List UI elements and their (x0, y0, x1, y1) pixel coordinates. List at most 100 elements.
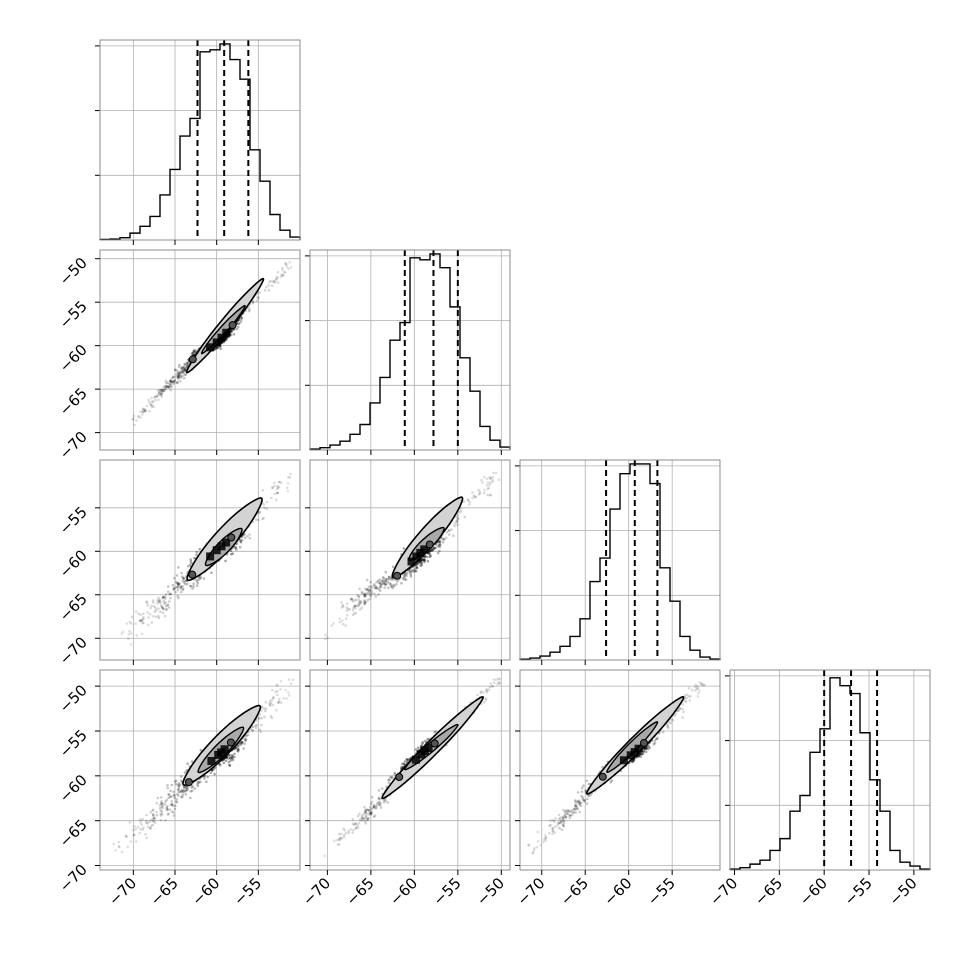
sample-point (240, 538, 244, 542)
sample-point (182, 790, 185, 793)
sample-point (166, 381, 169, 385)
sample-point (479, 690, 483, 693)
sample-point (161, 806, 164, 810)
sample-point (172, 375, 175, 379)
sample-point (259, 730, 263, 734)
sample-point (164, 387, 167, 391)
sample-point (426, 559, 430, 563)
sample-point (456, 523, 459, 527)
sample-point (160, 388, 163, 392)
sample-point (258, 291, 261, 294)
sample-point (415, 565, 419, 569)
sample-point (231, 756, 234, 760)
sample-point (361, 816, 365, 820)
panel-frame (99, 39, 301, 241)
sample-point (251, 300, 255, 304)
sample-point (375, 580, 379, 584)
sample-point (186, 362, 190, 365)
sample-point (186, 787, 189, 790)
sample-point (169, 380, 173, 383)
sample-point (356, 824, 359, 827)
sample-point (185, 785, 188, 788)
sample-point (176, 788, 180, 791)
sample-point (170, 800, 174, 803)
sample-point (576, 807, 579, 811)
sample-point (230, 328, 234, 332)
sample-point (178, 371, 182, 375)
sample-point (150, 396, 153, 400)
sample-point (165, 381, 168, 385)
sample-point (279, 679, 283, 683)
sample-point (175, 381, 178, 385)
sample-point (137, 414, 140, 418)
sample-point (576, 791, 580, 794)
sample-point (389, 776, 392, 779)
sample-point (145, 404, 149, 408)
sample-point (472, 494, 476, 498)
sample-point (150, 400, 154, 404)
sample-point (205, 780, 208, 783)
sample-point (491, 475, 495, 479)
sample-point (166, 590, 170, 593)
sample-point (363, 599, 366, 602)
sample-point (273, 481, 276, 485)
sample-point (376, 579, 380, 583)
sample-point (189, 559, 193, 563)
sample-point (432, 547, 436, 550)
sample-point (277, 700, 281, 703)
sample-point (489, 682, 493, 685)
sample-point (533, 846, 536, 850)
sample-point (133, 423, 136, 427)
density-dot (184, 778, 193, 787)
sample-point (189, 558, 192, 561)
sample-point (376, 802, 379, 806)
sample-point (163, 597, 167, 600)
sample-point (364, 822, 368, 825)
sample-point (183, 376, 186, 380)
sample-point (366, 598, 370, 602)
sample-point (568, 816, 572, 820)
sample-point (573, 799, 577, 802)
sample-point (362, 818, 366, 821)
sample-point (485, 688, 489, 691)
sample-point (370, 812, 373, 816)
sample-point (191, 352, 195, 355)
sample-point (183, 368, 187, 371)
sample-point (175, 581, 179, 585)
sample-point (147, 401, 151, 404)
sample-point (353, 604, 357, 608)
sample-point (363, 594, 366, 598)
sample-point (352, 823, 356, 827)
sample-point (288, 261, 292, 264)
sample-point (228, 764, 232, 767)
sample-point (189, 796, 192, 800)
sample-point (195, 550, 199, 554)
sample-point (145, 600, 148, 603)
sample-point (391, 565, 395, 569)
sample-point (150, 824, 153, 828)
sample-point (179, 374, 183, 378)
sample-point (159, 604, 163, 607)
sample-point (121, 630, 125, 633)
sample-point (261, 517, 264, 521)
sample-point (368, 808, 371, 812)
density-dot (188, 355, 197, 364)
sample-point (120, 632, 124, 635)
sample-point (695, 687, 699, 691)
sample-point (177, 582, 181, 586)
sample-point (227, 754, 231, 757)
sample-point (488, 685, 492, 689)
sample-point (264, 700, 268, 704)
sample-point (369, 811, 373, 815)
sample-point (190, 760, 194, 763)
sample-point (419, 564, 423, 567)
sample-point (142, 621, 145, 624)
sample-point (283, 271, 287, 274)
sample-point (578, 810, 582, 814)
sample-point (578, 802, 581, 805)
sample-point (156, 599, 159, 602)
sample-point (193, 350, 197, 354)
sample-point (164, 593, 168, 596)
sample-point (235, 548, 238, 551)
sample-point (405, 571, 409, 575)
